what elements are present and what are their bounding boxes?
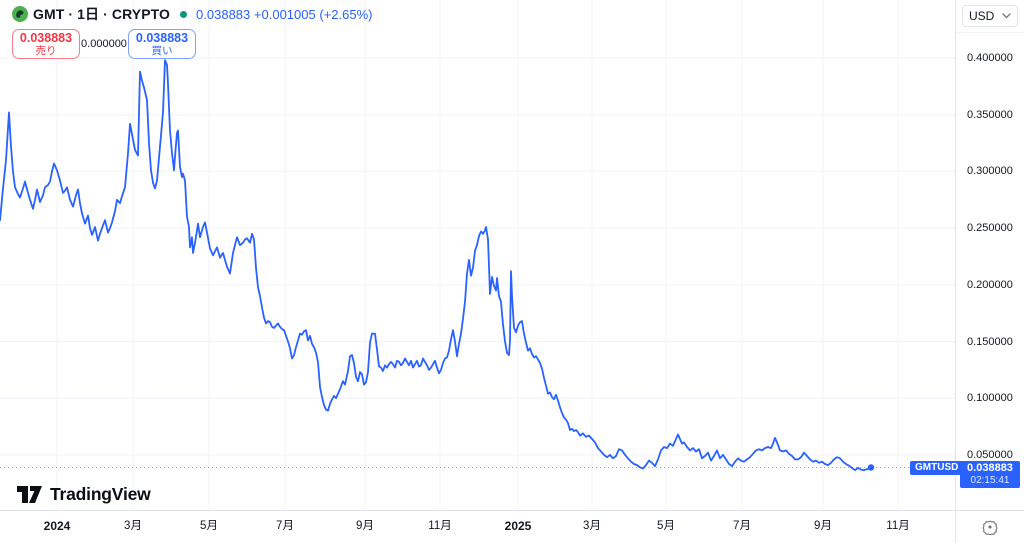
time-tick-month-label: 11月: [428, 520, 452, 532]
buy-button[interactable]: 0.038883 買い: [128, 29, 196, 59]
time-tick-month-label: 9月: [814, 520, 832, 532]
price-tick-label: 0.300000: [967, 165, 1013, 178]
price-tick-label: 0.050000: [967, 448, 1013, 461]
bar-close-countdown: 02:15:41: [970, 474, 1010, 486]
price-tick-label: 0.400000: [967, 52, 1013, 64]
time-axis-separator: [0, 510, 1024, 511]
quote-change: 0.038883 +0.001005 (+2.65%): [196, 7, 372, 22]
time-tick-month-label: 7月: [733, 520, 751, 532]
axis-header-separator: [956, 32, 1024, 33]
sell-button[interactable]: 0.038883 売り: [12, 29, 80, 59]
time-tick-month-label: 5月: [657, 520, 675, 532]
time-tick-month-label: 3月: [583, 520, 601, 532]
price-change-percent: (+2.65%): [319, 6, 373, 22]
price-tick-label: 0.250000: [967, 222, 1013, 235]
gmt-symbol-icon: [12, 6, 28, 22]
last-price: 0.038883: [196, 6, 251, 22]
time-tick-year-label: 2025: [504, 519, 532, 533]
price-chart[interactable]: [0, 0, 955, 510]
currency-selector-value: USD: [969, 9, 995, 23]
current-price-value: 0.038883: [967, 461, 1013, 474]
tradingview-logo-text: TradingView: [50, 483, 151, 504]
sell-price: 0.038883: [19, 30, 73, 45]
price-change: +0.001005: [253, 6, 316, 22]
market-open-dot-icon: [180, 10, 188, 18]
current-price-axis-label: 0.038883 02:15:41: [960, 460, 1020, 488]
time-axis[interactable]: 2024 3月 5月 7月 9月 11月 2025 3月 5月 7月 9月 11月: [0, 510, 955, 543]
currency-selector[interactable]: USD: [962, 5, 1018, 27]
spread-value: 0.000000: [81, 38, 127, 50]
sell-label: 売り: [35, 44, 57, 57]
axis-settings-gear-icon[interactable]: [982, 519, 998, 535]
chart-legend: GMT · 1日 · CRYPTO 0.038883 +0.001005 (+2…: [12, 5, 372, 59]
tradingview-logo-icon: [17, 486, 42, 503]
price-tick-label: 0.350000: [967, 108, 1013, 121]
price-axis[interactable]: USD 0.038883 02:15:41 0.400000 0.350000 0.…: [955, 0, 1024, 543]
price-tick-label: 0.200000: [967, 278, 1013, 291]
chevron-down-icon: [1002, 13, 1011, 19]
time-tick-year-label: 2024: [43, 519, 71, 533]
price-line-symbol-tag: GMTUSD: [910, 460, 964, 475]
time-tick-month-label: 3月: [124, 520, 142, 532]
time-tick-month-label: 11月: [886, 520, 910, 532]
time-tick-month-label: 5月: [200, 520, 218, 532]
buy-price: 0.038883: [135, 30, 189, 45]
tradingview-logo[interactable]: TradingView: [16, 483, 151, 505]
symbol-title[interactable]: GMT · 1日 · CRYPTO: [33, 6, 171, 22]
buy-label: 買い: [151, 44, 173, 57]
price-tick-label: 0.150000: [967, 335, 1013, 348]
price-tick-label: 0.100000: [967, 392, 1013, 405]
time-tick-month-label: 7月: [276, 520, 294, 532]
time-tick-month-label: 9月: [356, 520, 374, 532]
